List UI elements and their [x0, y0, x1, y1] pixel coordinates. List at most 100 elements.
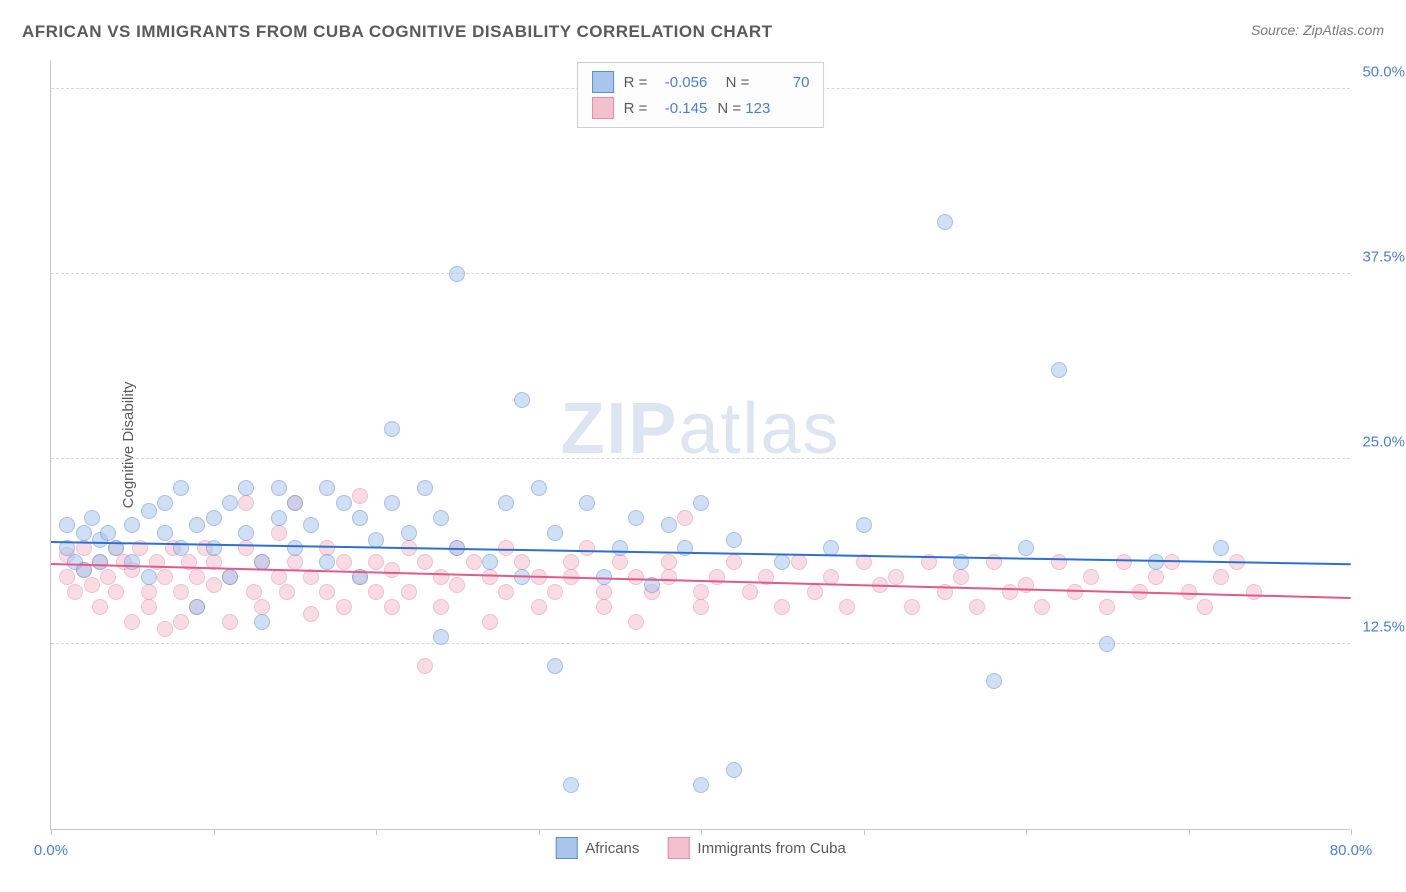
data-point: [157, 569, 173, 585]
data-point: [726, 554, 742, 570]
gridline: [51, 458, 1350, 459]
data-point: [953, 569, 969, 585]
data-point: [189, 517, 205, 533]
data-point: [368, 554, 384, 570]
r-value-0: -0.056: [657, 74, 707, 91]
data-point: [384, 599, 400, 615]
legend-label-0: Africans: [585, 840, 639, 857]
data-point: [287, 540, 303, 556]
data-point: [1099, 636, 1115, 652]
data-point: [303, 517, 319, 533]
data-point: [1034, 599, 1050, 615]
data-point: [612, 554, 628, 570]
n-value-1: N = 123: [717, 100, 770, 117]
data-point: [596, 599, 612, 615]
swatch-africans-icon: [555, 837, 577, 859]
legend-label-1: Immigrants from Cuba: [697, 840, 845, 857]
data-point: [1018, 540, 1034, 556]
y-axis-label: Cognitive Disability: [120, 381, 137, 508]
data-point: [59, 569, 75, 585]
data-point: [839, 599, 855, 615]
x-tick-label: 80.0%: [1330, 842, 1373, 859]
r-label: R =: [624, 100, 648, 117]
data-point: [547, 525, 563, 541]
y-tick-label: 25.0%: [1362, 433, 1405, 450]
gridline: [51, 273, 1350, 274]
data-point: [433, 510, 449, 526]
data-point: [547, 584, 563, 600]
data-point: [904, 599, 920, 615]
data-point: [124, 614, 140, 630]
data-point: [514, 392, 530, 408]
x-tick: [214, 829, 215, 835]
data-point: [417, 554, 433, 570]
data-point: [173, 540, 189, 556]
correlation-legend: R = -0.056 N = 70 R = -0.145 N = 123: [577, 62, 825, 128]
x-tick: [51, 829, 52, 835]
data-point: [352, 488, 368, 504]
r-value-1: -0.145: [657, 100, 707, 117]
data-point: [76, 525, 92, 541]
data-point: [238, 495, 254, 511]
data-point: [222, 569, 238, 585]
data-point: [336, 554, 352, 570]
x-tick: [864, 829, 865, 835]
data-point: [287, 554, 303, 570]
legend-item-cuba: Immigrants from Cuba: [667, 837, 845, 859]
x-tick: [376, 829, 377, 835]
data-point: [336, 495, 352, 511]
data-point: [856, 517, 872, 533]
data-point: [384, 421, 400, 437]
data-point: [352, 510, 368, 526]
y-tick-label: 37.5%: [1362, 248, 1405, 265]
data-point: [661, 569, 677, 585]
data-point: [238, 480, 254, 496]
data-point: [726, 762, 742, 778]
data-point: [579, 540, 595, 556]
data-point: [1051, 554, 1067, 570]
data-point: [1116, 554, 1132, 570]
data-point: [254, 614, 270, 630]
data-point: [222, 495, 238, 511]
legend-row-1: R = -0.145 N = 123: [592, 95, 810, 121]
data-point: [498, 584, 514, 600]
series-legend: Africans Immigrants from Cuba: [555, 837, 846, 859]
data-point: [1083, 569, 1099, 585]
data-point: [677, 510, 693, 526]
data-point: [433, 599, 449, 615]
data-point: [100, 525, 116, 541]
data-point: [271, 480, 287, 496]
data-point: [531, 480, 547, 496]
data-point: [149, 554, 165, 570]
data-point: [173, 480, 189, 496]
data-point: [807, 584, 823, 600]
x-tick: [701, 829, 702, 835]
data-point: [774, 554, 790, 570]
data-point: [124, 554, 140, 570]
n-label: N =: [717, 74, 749, 91]
data-point: [92, 599, 108, 615]
data-point: [693, 599, 709, 615]
data-point: [774, 599, 790, 615]
data-point: [157, 525, 173, 541]
data-point: [1002, 584, 1018, 600]
data-point: [84, 577, 100, 593]
data-point: [238, 525, 254, 541]
data-point: [693, 584, 709, 600]
data-point: [173, 614, 189, 630]
data-point: [726, 532, 742, 548]
data-point: [384, 562, 400, 578]
data-point: [612, 540, 628, 556]
data-point: [579, 495, 595, 511]
data-point: [433, 569, 449, 585]
data-point: [401, 525, 417, 541]
y-tick-label: 50.0%: [1362, 63, 1405, 80]
data-point: [693, 777, 709, 793]
y-tick-label: 12.5%: [1362, 618, 1405, 635]
x-tick: [1351, 829, 1352, 835]
data-point: [482, 554, 498, 570]
data-point: [1246, 584, 1262, 600]
data-point: [189, 599, 205, 615]
data-point: [563, 554, 579, 570]
data-point: [319, 584, 335, 600]
